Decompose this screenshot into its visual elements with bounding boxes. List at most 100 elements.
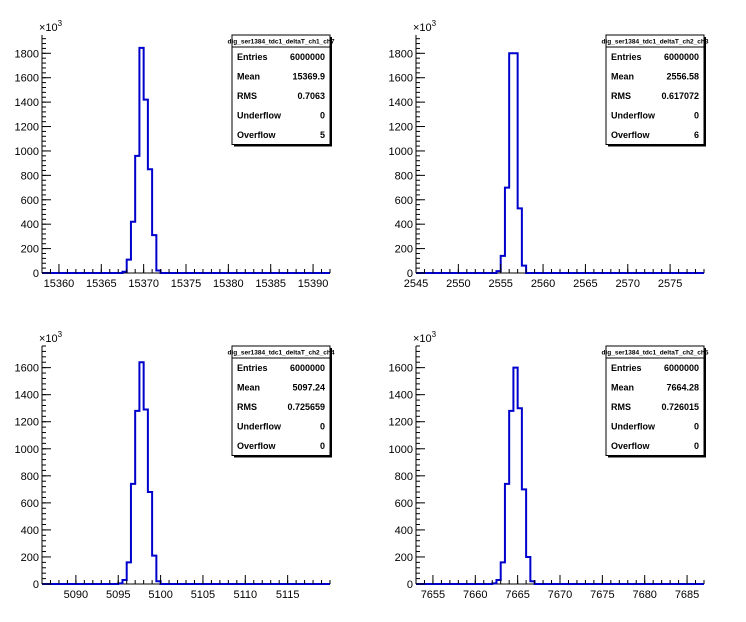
stats-value-mean: 5097.24 <box>292 383 325 393</box>
stats-label-overflow: Overflow <box>237 130 277 140</box>
y-tick-label: 400 <box>21 219 39 231</box>
stats-value-underflow: 0 <box>694 111 699 121</box>
y-tick-label: 200 <box>395 244 413 256</box>
y-tick-label: 1000 <box>389 146 413 158</box>
y-tick-label: 1400 <box>15 97 39 109</box>
stats-label-entries: Entries <box>611 52 642 62</box>
x-tick-label: 15390 <box>298 278 329 290</box>
stats-label-overflow: Overflow <box>237 441 277 451</box>
x-tick-label: 5095 <box>106 589 130 601</box>
stats-value-entries: 6000000 <box>290 363 325 373</box>
stats-box <box>605 345 705 456</box>
stats-value-overflow: 0 <box>694 441 699 451</box>
y-tick-label: 1600 <box>15 363 39 375</box>
y-tick-label: 600 <box>395 498 413 510</box>
y-tick-label: 800 <box>21 170 39 182</box>
stats-value-overflow: 6 <box>694 130 699 140</box>
stats-value-rms: 0.726015 <box>661 402 699 412</box>
stats-value-entries: 6000000 <box>664 363 699 373</box>
stats-label-rms: RMS <box>237 402 257 412</box>
y-tick-label: 200 <box>21 552 39 564</box>
x-tick-label: 2550 <box>446 278 470 290</box>
stats-value-entries: 6000000 <box>290 52 325 62</box>
stats-value-rms: 0.617072 <box>661 91 699 101</box>
x-tick-label: 7660 <box>463 589 487 601</box>
y-tick-label: 0 <box>407 579 413 591</box>
stats-label-underflow: Underflow <box>611 422 656 432</box>
y-tick-label: 1000 <box>15 444 39 456</box>
x-tick-label: 5100 <box>148 589 172 601</box>
x-tick-label: 15375 <box>171 278 202 290</box>
histogram-line <box>42 361 330 585</box>
y-tick-label: 0 <box>407 268 413 280</box>
x-tick-label: 2565 <box>573 278 597 290</box>
y-multiplier-label: ×103 <box>39 19 63 34</box>
stats-value-rms: 0.725659 <box>287 402 325 412</box>
stats-value-mean: 2556.58 <box>666 72 699 82</box>
stats-value-overflow: 0 <box>320 441 325 451</box>
y-tick-label: 1200 <box>15 122 39 134</box>
stats-value-rms: 0.7063 <box>297 91 325 101</box>
y-tick-label: 1400 <box>15 390 39 402</box>
y-tick-label: 1000 <box>389 444 413 456</box>
histogram-panel-3: 0 200 400 600 800 1000 1200 1400 1600 5090 5095 510… <box>15 330 335 601</box>
x-tick-label: 5090 <box>64 589 88 601</box>
x-tick-label: 7685 <box>675 589 699 601</box>
stats-title: dig_ser1384_tdc1_deltaT_ch2_ch4 <box>228 350 335 357</box>
x-tick-label: 2555 <box>488 278 512 290</box>
histogram-panel-4: 0 200 400 600 800 1000 1200 1400 1600 7655 7660 766… <box>389 330 709 601</box>
stats-label-rms: RMS <box>611 91 631 101</box>
stats-label-entries: Entries <box>611 363 642 373</box>
x-tick-label: 7665 <box>505 589 529 601</box>
y-tick-label: 1600 <box>389 73 413 85</box>
stats-box <box>231 34 331 145</box>
stats-label-mean: Mean <box>237 383 260 393</box>
y-tick-label: 1200 <box>389 417 413 429</box>
y-tick-label: 200 <box>21 244 39 256</box>
stats-label-entries: Entries <box>237 52 268 62</box>
x-tick-label: 7675 <box>590 589 614 601</box>
y-multiplier-label: ×103 <box>39 330 63 345</box>
x-tick-label: 15385 <box>255 278 286 290</box>
y-tick-label: 0 <box>33 579 39 591</box>
y-tick-label: 600 <box>21 195 39 207</box>
stats-label-overflow: Overflow <box>611 130 651 140</box>
stats-title: dig_ser1384_tdc1_deltaT_ch2_ch3 <box>602 39 709 46</box>
stats-box <box>605 34 705 145</box>
stats-box <box>231 345 331 456</box>
stats-value-mean: 15369.9 <box>292 72 325 82</box>
stats-title: dig_ser1384_tdc1_deltaT_ch2_ch5 <box>602 350 709 357</box>
x-tick-label: 2560 <box>531 278 555 290</box>
stats-label-entries: Entries <box>237 363 268 373</box>
stats-label-mean: Mean <box>237 72 260 82</box>
stats-value-overflow: 5 <box>320 130 325 140</box>
x-tick-label: 7655 <box>421 589 445 601</box>
x-tick-label: 15360 <box>44 278 75 290</box>
x-tick-label: 7670 <box>548 589 572 601</box>
y-tick-label: 600 <box>395 195 413 207</box>
x-tick-label: 5110 <box>233 589 257 601</box>
histogram-panel-1: 0 200 400 600 800 1000 1200 1400 1600 1800 15360 15… <box>15 19 335 290</box>
y-tick-label: 1600 <box>15 73 39 85</box>
y-tick-label: 1000 <box>15 146 39 158</box>
y-tick-label: 1600 <box>389 363 413 375</box>
histogram-line <box>42 46 330 274</box>
x-tick-label: 5105 <box>191 589 215 601</box>
y-tick-label: 800 <box>21 471 39 483</box>
x-tick-label: 15365 <box>86 278 117 290</box>
x-tick-label: 5115 <box>276 589 300 601</box>
histogram-line <box>416 52 704 274</box>
x-tick-label: 7680 <box>632 589 656 601</box>
y-multiplier-label: ×103 <box>413 330 437 345</box>
stats-label-underflow: Underflow <box>237 111 282 121</box>
x-tick-label: 15370 <box>128 278 159 290</box>
y-tick-label: 1200 <box>389 122 413 134</box>
stats-label-mean: Mean <box>611 72 634 82</box>
y-tick-label: 600 <box>21 498 39 510</box>
stats-title: dig_ser1384_tdc1_deltaT_ch1_ch7 <box>228 39 335 46</box>
stats-label-underflow: Underflow <box>237 422 282 432</box>
y-tick-label: 800 <box>395 170 413 182</box>
y-tick-label: 800 <box>395 471 413 483</box>
y-tick-label: 1200 <box>15 417 39 429</box>
